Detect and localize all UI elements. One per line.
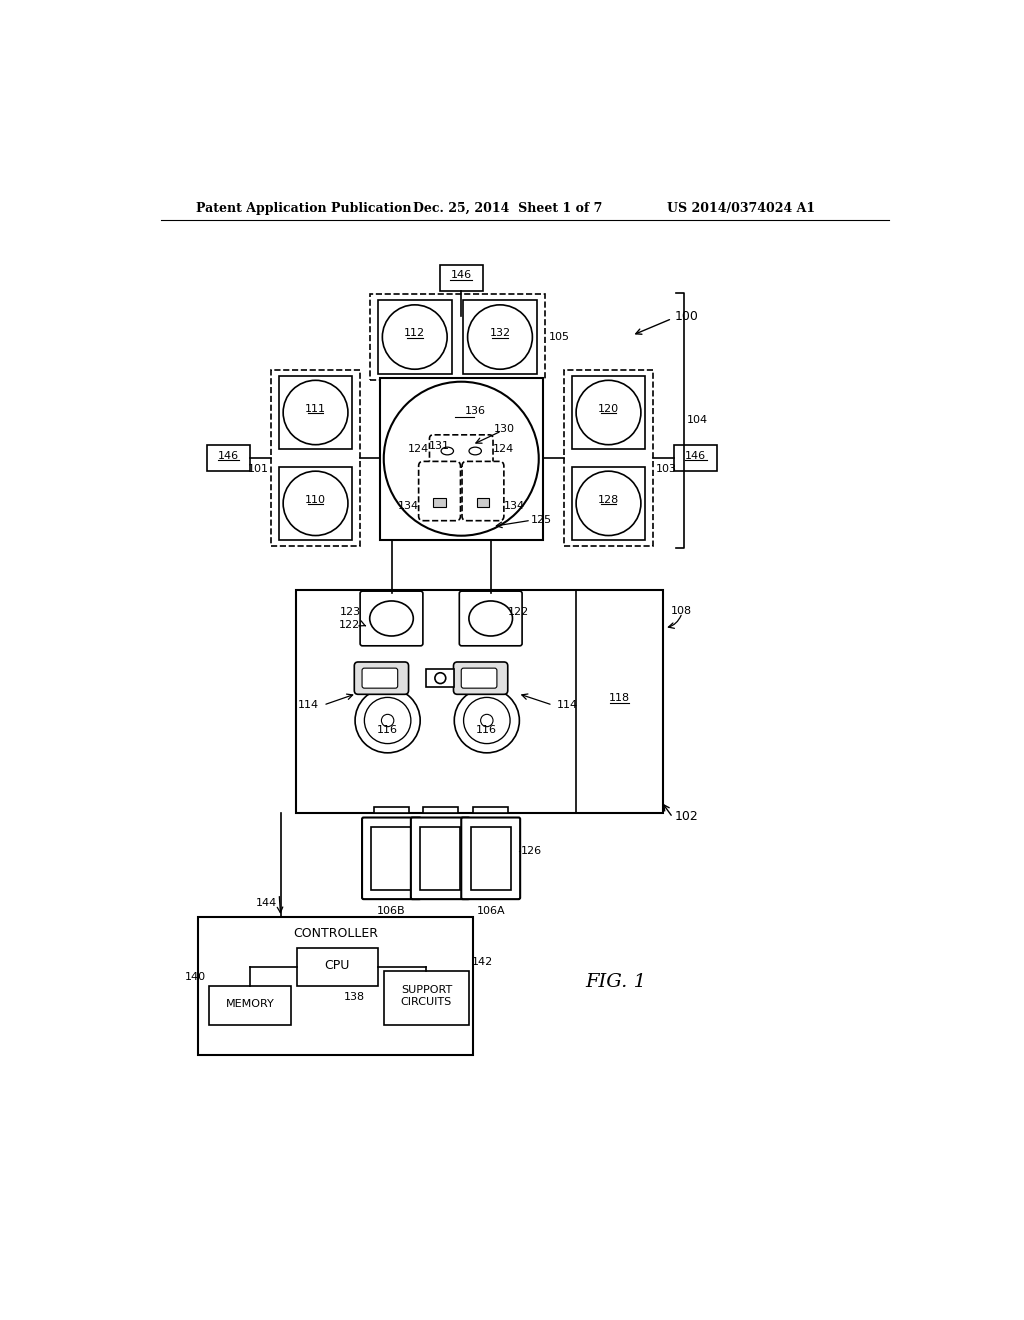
Text: CPU: CPU [325,958,350,972]
Bar [296,590,663,813]
Text: 120: 120 [598,404,620,413]
Text: 144: 144 [256,898,276,908]
Bar [423,807,458,813]
Text: 104: 104 [687,416,709,425]
Text: 116: 116 [476,725,498,735]
Text: 125: 125 [531,515,552,525]
FancyBboxPatch shape [419,462,461,520]
Text: 100: 100 [675,310,698,323]
Bar [297,948,378,986]
Text: 101: 101 [248,465,268,474]
Text: 134: 134 [504,502,524,511]
Text: 134: 134 [398,502,419,511]
Text: 124: 124 [494,444,514,454]
Bar [473,807,508,813]
FancyBboxPatch shape [454,663,508,694]
Text: FIG. 1: FIG. 1 [586,973,647,991]
Bar [198,917,473,1056]
Text: 142: 142 [472,957,494,966]
Text: 108: 108 [671,606,691,616]
Text: 116: 116 [377,725,398,735]
Text: US 2014/0374024 A1: US 2014/0374024 A1 [667,202,815,215]
Text: CONTROLLER: CONTROLLER [293,927,378,940]
FancyBboxPatch shape [362,668,397,688]
Bar [279,376,352,449]
Text: Dec. 25, 2014  Sheet 1 of 7: Dec. 25, 2014 Sheet 1 of 7 [414,202,602,215]
Text: 123: 123 [339,607,360,618]
Bar [209,986,291,1024]
FancyBboxPatch shape [411,817,470,899]
FancyBboxPatch shape [429,434,493,467]
Bar [477,498,489,507]
Text: 110: 110 [305,495,326,504]
Bar [564,370,653,546]
Text: 118: 118 [609,693,630,704]
Bar [439,264,483,290]
Text: 146: 146 [218,450,239,461]
Text: 124: 124 [408,444,429,454]
Bar [279,467,352,540]
Text: 126: 126 [521,846,542,857]
Text: 114: 114 [557,700,578,710]
Text: 102: 102 [675,810,698,824]
Bar [433,498,445,507]
FancyBboxPatch shape [362,817,421,899]
Text: 122: 122 [339,619,360,630]
Text: 111: 111 [305,404,326,413]
Text: 103: 103 [655,465,677,474]
Text: 132: 132 [489,329,511,338]
Text: SUPPORT
CIRCUITS: SUPPORT CIRCUITS [400,985,452,1007]
Bar [571,376,645,449]
Bar [207,445,250,471]
Text: 128: 128 [598,495,620,504]
Text: 114: 114 [298,700,319,710]
FancyBboxPatch shape [460,591,522,645]
Bar [271,370,360,546]
FancyBboxPatch shape [461,817,520,899]
Bar [371,294,545,380]
Text: MEMORY: MEMORY [225,999,274,1008]
Bar [384,970,469,1024]
Text: 146: 146 [451,271,472,280]
Bar [463,301,537,374]
FancyBboxPatch shape [360,591,423,645]
Bar [674,445,718,471]
Bar [380,378,543,540]
FancyBboxPatch shape [461,668,497,688]
Bar [372,826,412,890]
Bar [374,807,409,813]
Text: 131: 131 [429,441,451,451]
Text: 105: 105 [549,333,569,342]
FancyBboxPatch shape [354,663,409,694]
Bar [571,467,645,540]
Text: 146: 146 [685,450,707,461]
Bar [426,669,455,688]
Text: 130: 130 [494,425,515,434]
Text: 140: 140 [185,972,206,982]
Bar [471,826,511,890]
Text: 106B: 106B [377,907,406,916]
Text: 106A: 106A [476,907,505,916]
Text: 112: 112 [404,329,425,338]
Text: Patent Application Publication: Patent Application Publication [197,202,412,215]
Text: 122: 122 [508,607,529,618]
Circle shape [384,381,539,536]
Text: 136: 136 [464,407,485,416]
FancyBboxPatch shape [462,462,504,520]
Text: 138: 138 [343,991,365,1002]
Bar [420,826,461,890]
Bar [378,301,452,374]
